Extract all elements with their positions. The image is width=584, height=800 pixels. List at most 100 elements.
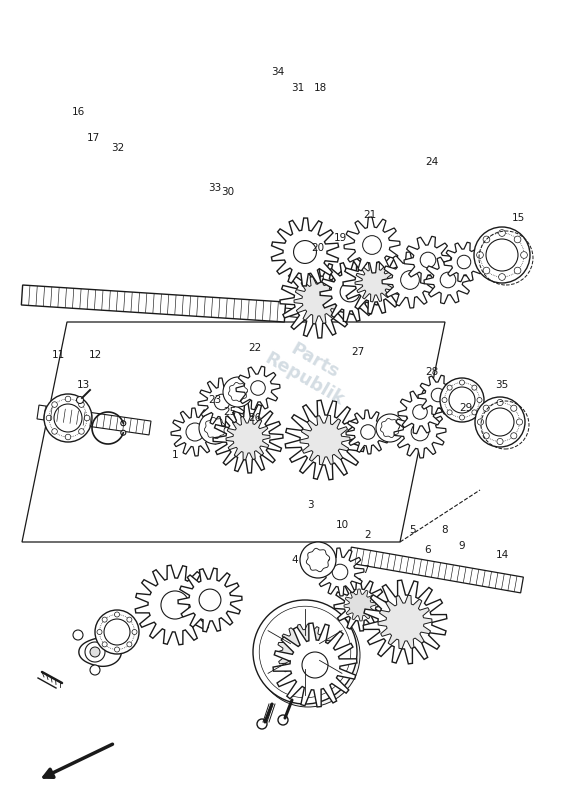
Polygon shape xyxy=(285,400,365,480)
Text: 9: 9 xyxy=(458,541,465,551)
Circle shape xyxy=(44,394,92,442)
Text: 1: 1 xyxy=(172,450,178,460)
Circle shape xyxy=(256,603,360,707)
Circle shape xyxy=(107,640,117,650)
Polygon shape xyxy=(198,378,246,426)
Polygon shape xyxy=(171,408,219,456)
Circle shape xyxy=(102,617,107,622)
Circle shape xyxy=(253,600,357,704)
Polygon shape xyxy=(37,405,151,435)
Text: 19: 19 xyxy=(333,233,347,243)
Circle shape xyxy=(114,647,120,652)
Circle shape xyxy=(79,429,84,434)
Circle shape xyxy=(127,642,132,647)
Polygon shape xyxy=(79,638,121,666)
Circle shape xyxy=(511,405,517,411)
Circle shape xyxy=(350,595,370,615)
Circle shape xyxy=(127,617,132,622)
Polygon shape xyxy=(382,252,438,308)
Circle shape xyxy=(104,619,130,645)
Circle shape xyxy=(411,423,429,441)
Text: 12: 12 xyxy=(88,350,102,360)
Circle shape xyxy=(223,377,253,407)
Circle shape xyxy=(401,270,419,290)
Text: 31: 31 xyxy=(291,83,305,93)
Text: 18: 18 xyxy=(314,83,326,93)
Circle shape xyxy=(514,236,521,243)
Circle shape xyxy=(65,396,71,402)
Circle shape xyxy=(483,267,490,274)
Polygon shape xyxy=(277,624,333,680)
Circle shape xyxy=(483,236,490,243)
Circle shape xyxy=(95,610,139,654)
Text: 3: 3 xyxy=(307,500,313,510)
Circle shape xyxy=(52,429,57,434)
Circle shape xyxy=(475,397,525,447)
Circle shape xyxy=(90,665,100,675)
Circle shape xyxy=(132,630,137,634)
Circle shape xyxy=(499,274,505,280)
Polygon shape xyxy=(22,285,286,322)
Circle shape xyxy=(257,719,267,729)
Circle shape xyxy=(376,414,404,442)
Circle shape xyxy=(483,405,489,411)
Polygon shape xyxy=(398,390,442,434)
Polygon shape xyxy=(355,262,395,302)
Text: 30: 30 xyxy=(221,187,235,197)
Polygon shape xyxy=(418,375,458,414)
Polygon shape xyxy=(316,548,364,596)
Circle shape xyxy=(460,380,464,385)
Polygon shape xyxy=(378,595,432,649)
Polygon shape xyxy=(178,568,242,632)
Text: 5: 5 xyxy=(410,525,416,535)
Polygon shape xyxy=(344,589,376,621)
Circle shape xyxy=(364,272,385,293)
Circle shape xyxy=(65,434,71,440)
Polygon shape xyxy=(444,242,484,282)
Circle shape xyxy=(477,398,482,402)
Circle shape xyxy=(391,608,419,636)
Text: Parts
Republik: Parts Republik xyxy=(262,331,358,409)
Circle shape xyxy=(114,612,120,617)
Text: 11: 11 xyxy=(51,350,65,360)
Text: 8: 8 xyxy=(442,525,449,535)
Text: 13: 13 xyxy=(77,380,89,390)
Circle shape xyxy=(361,425,376,439)
Text: 34: 34 xyxy=(272,67,284,77)
Text: 17: 17 xyxy=(86,133,100,143)
Polygon shape xyxy=(349,547,523,593)
Circle shape xyxy=(305,287,331,313)
Polygon shape xyxy=(394,406,446,458)
Polygon shape xyxy=(334,579,386,631)
Circle shape xyxy=(447,410,452,415)
Polygon shape xyxy=(272,218,339,286)
Circle shape xyxy=(54,404,82,432)
Circle shape xyxy=(237,426,259,450)
Circle shape xyxy=(278,715,288,725)
Circle shape xyxy=(121,421,126,426)
Circle shape xyxy=(294,241,317,263)
Polygon shape xyxy=(22,322,445,542)
Text: 26: 26 xyxy=(248,413,262,423)
Circle shape xyxy=(499,230,505,236)
Circle shape xyxy=(516,419,523,425)
Text: 23: 23 xyxy=(208,395,221,405)
Circle shape xyxy=(302,652,328,678)
Circle shape xyxy=(486,408,514,436)
Text: 33: 33 xyxy=(208,183,221,193)
Circle shape xyxy=(52,402,57,407)
Circle shape xyxy=(84,415,90,421)
Circle shape xyxy=(199,589,221,611)
Polygon shape xyxy=(284,308,321,320)
Circle shape xyxy=(478,419,484,425)
Circle shape xyxy=(214,394,230,410)
Polygon shape xyxy=(404,236,452,284)
Circle shape xyxy=(199,412,231,444)
Polygon shape xyxy=(320,262,380,322)
Text: 28: 28 xyxy=(425,367,439,377)
Circle shape xyxy=(497,399,503,406)
Circle shape xyxy=(457,255,471,269)
Text: 25: 25 xyxy=(223,407,237,417)
Text: 16: 16 xyxy=(71,107,85,117)
Circle shape xyxy=(97,630,102,634)
